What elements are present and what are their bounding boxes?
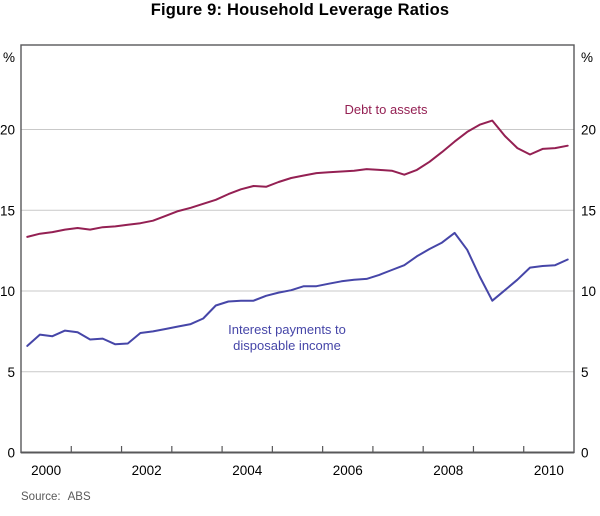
series-line-interest_payments — [26, 231, 569, 347]
x-tick-label-2002: 2002 — [132, 463, 162, 478]
y-tick-left-0: 0 — [7, 446, 15, 461]
series-label-interest-line2: disposable income — [233, 338, 341, 353]
series-label-interest-line1: Interest payments to — [228, 322, 346, 337]
plot-border — [20, 44, 575, 454]
y-tick-left-15: 15 — [0, 203, 15, 218]
y-tick-right-20: 20 — [581, 123, 596, 138]
unit-label-left: % — [3, 50, 15, 65]
source-note: Source: ABS — [21, 491, 91, 503]
series-label-debt-to-assets: Debt to assets — [344, 102, 427, 118]
y-tick-right-0: 0 — [581, 446, 589, 461]
y-tick-left-10: 10 — [0, 284, 15, 299]
series-line-debt_to_assets — [26, 119, 569, 238]
series-label-debt-text: Debt to assets — [344, 102, 428, 117]
series-label-interest-payments: Interest payments to disposable income — [228, 322, 346, 354]
y-tick-right-10: 10 — [581, 284, 596, 299]
source-value: ABS — [67, 491, 91, 503]
x-tick-label-2000: 2000 — [31, 463, 61, 478]
x-tick-label-2006: 2006 — [333, 463, 363, 478]
y-tick-left-20: 20 — [0, 123, 15, 138]
x-tick-label-2010: 2010 — [534, 463, 564, 478]
x-tick-label-2008: 2008 — [433, 463, 463, 478]
x-tick-label-2004: 2004 — [232, 463, 263, 478]
figure-title: Figure 9: Household Leverage Ratios — [150, 1, 450, 19]
y-tick-right-5: 5 — [581, 365, 589, 380]
unit-label-right: % — [581, 50, 593, 65]
y-tick-right-15: 15 — [581, 203, 596, 218]
y-tick-left-5: 5 — [7, 365, 15, 380]
source-label: Source: — [21, 491, 61, 503]
